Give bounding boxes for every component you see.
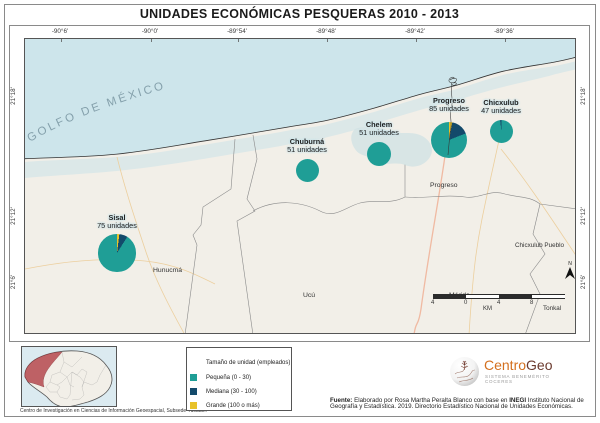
svg-text:GOLFO DE MÉXICO: GOLFO DE MÉXICO xyxy=(25,80,167,145)
svg-text:N: N xyxy=(568,261,572,267)
